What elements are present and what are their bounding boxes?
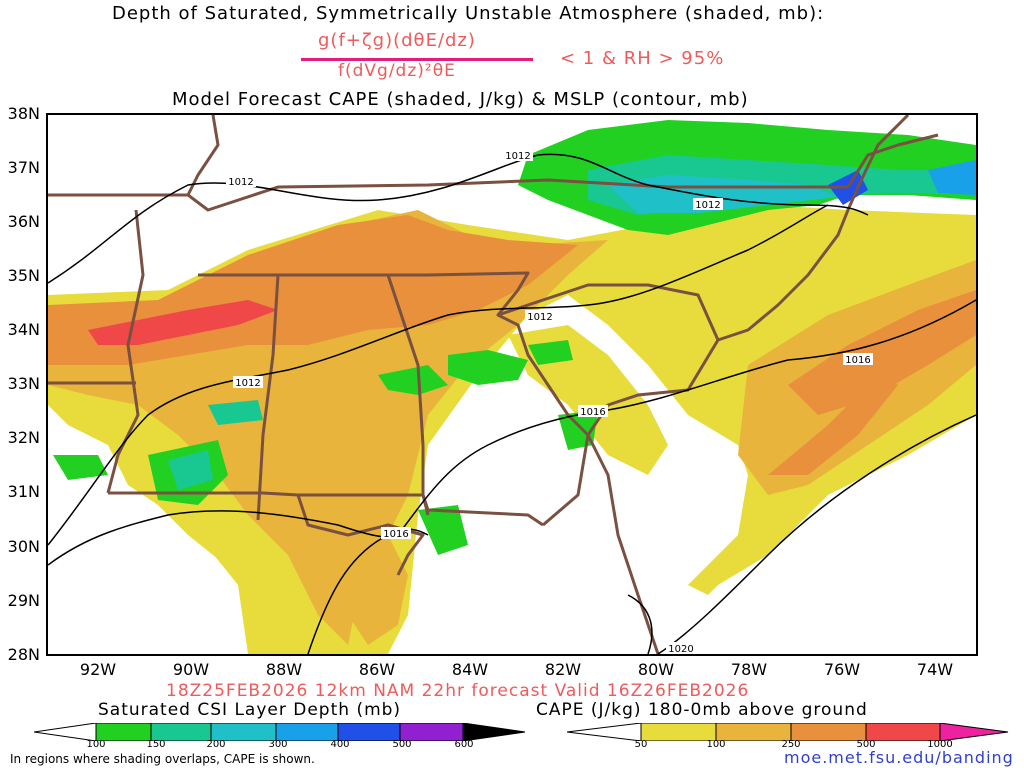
csi-colorbar-title: Saturated CSI Layer Depth (mb) [98,700,402,720]
csi-tick: 150 [146,739,166,750]
lon-label: 82W [544,660,582,679]
lon-label: 80W [637,660,675,679]
lon-label: 88W [265,660,303,679]
cape-tick: 1000 [927,739,953,750]
cape-colorbar [567,723,1009,741]
lat-label: 30N [7,537,40,556]
lat-label: 32N [7,428,40,447]
svg-text:1012: 1012 [527,312,552,323]
lat-label: 31N [7,482,40,501]
cape-shading [48,205,976,654]
state-boundaries [48,115,939,654]
fraction-bar [301,58,533,61]
lat-label: 28N [7,645,40,664]
isobar-label: 1016 [843,353,873,366]
formula-condition: < 1 & RH > 95% [560,48,725,69]
cape-tick: 50 [634,739,648,750]
isobar-label: 1012 [693,198,723,211]
isobar-labels: 1012 1012 1012 1012 1012 1016 1016 1016 … [226,149,873,654]
csi-tick: 100 [86,739,106,750]
isobar-label: 1012 [503,149,533,162]
svg-text:1016: 1016 [845,355,870,366]
csi-tick: 300 [268,739,288,750]
lat-label: 36N [7,212,40,231]
csi-shading [53,120,976,555]
valid-time-line: 18Z25FEB2026 12km NAM 22hr forecast Vali… [166,681,750,701]
svg-text:1020: 1020 [668,644,693,654]
csi-tick: 500 [392,739,412,750]
source-url[interactable]: moe.met.fsu.edu/banding [784,748,1014,767]
svg-text:1012: 1012 [235,378,260,389]
map-panel: 1012 1012 1012 1012 1012 1016 1016 1016 … [46,113,978,656]
formula-denominator: f(dVg/dz)²θE [338,61,456,81]
lon-label: 78W [730,660,768,679]
cape-tick: 100 [706,739,726,750]
csi-colorbar [34,723,526,741]
svg-text:1012: 1012 [695,200,720,211]
lat-label: 33N [7,374,40,393]
lon-label: 90W [172,660,210,679]
map-canvas: 1012 1012 1012 1012 1012 1016 1016 1016 … [48,115,976,654]
isobar-label: 1012 [525,310,555,323]
csi-tick: 200 [206,739,226,750]
svg-text:1012: 1012 [228,177,253,188]
isobar-label: 1012 [233,376,263,389]
lon-label: 92W [79,660,117,679]
formula-numerator: g(f+ζg)(dθE/dz) [318,30,476,51]
isobar-contours [48,153,976,654]
isobar-label: 1020 [666,642,696,654]
isobar-label: 1016 [381,527,411,540]
lat-label: 29N [7,591,40,610]
svg-text:1016: 1016 [383,529,408,540]
title-line-3: Model Forecast CAPE (shaded, J/kg) & MSL… [172,89,749,110]
lat-label: 35N [7,266,40,285]
isobar-label: 1012 [226,175,256,188]
lon-label: 86W [358,660,396,679]
svg-text:1016: 1016 [580,407,605,418]
lon-label: 84W [451,660,489,679]
lon-label: 74W [916,660,954,679]
lat-label: 38N [7,104,40,123]
csi-tick: 600 [454,739,474,750]
cape-tick: 250 [781,739,801,750]
cape-tick: 500 [856,739,876,750]
isobar-label: 1016 [578,405,608,418]
cape-colorbar-title: CAPE (J/kg) 180-0mb above ground [536,700,868,720]
lat-label: 34N [7,320,40,339]
lat-label: 37N [7,158,40,177]
overlap-note: In regions where shading overlaps, CAPE … [10,752,315,766]
csi-tick: 400 [330,739,350,750]
lon-label: 76W [823,660,861,679]
svg-text:1012: 1012 [505,151,530,162]
title-line-1: Depth of Saturated, Symmetrically Unstab… [112,3,825,24]
